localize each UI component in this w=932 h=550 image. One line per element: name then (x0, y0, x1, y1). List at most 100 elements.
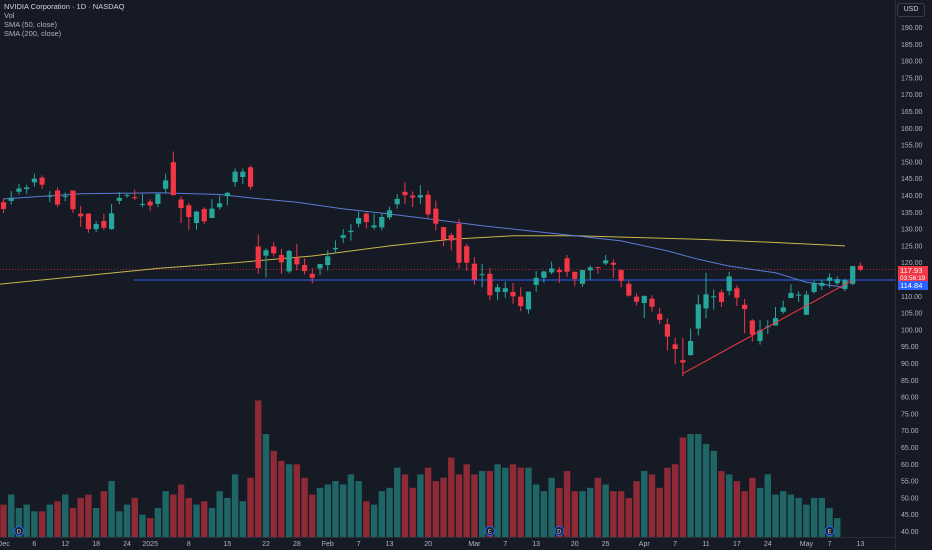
candle-body (687, 340, 694, 356)
event-marker-label: E (488, 530, 492, 536)
volume-bar (787, 494, 795, 537)
candle-body (471, 263, 478, 280)
volume-bar (548, 477, 555, 537)
y-tick-label: 90.00 (901, 361, 919, 368)
candle-body (525, 291, 532, 310)
candle-body (139, 203, 146, 205)
y-tick-label: 85.00 (901, 378, 919, 385)
legend-sma50[interactable]: SMA (50, close) (4, 20, 57, 29)
x-tick-label: 12 (61, 541, 69, 548)
volume-bar (463, 464, 470, 537)
candle-body (826, 277, 833, 281)
volume-bar (517, 467, 524, 537)
candle-body (610, 262, 616, 265)
y-tick-label: 45.00 (901, 512, 919, 519)
candle-body (618, 269, 624, 281)
candle-body (132, 197, 138, 199)
candle-body (93, 224, 99, 230)
candle-body (664, 324, 671, 337)
y-tick-label: 70.00 (901, 428, 919, 435)
candle-body (456, 223, 462, 263)
volume-bar (702, 444, 710, 537)
volume-bar (556, 487, 563, 537)
volume-bar (587, 487, 594, 537)
y-tick-label: 95.00 (901, 344, 919, 351)
candle-body (332, 247, 339, 250)
candle-body (433, 208, 439, 224)
candle-body (31, 178, 37, 183)
y-tick-label: 105.00 (901, 311, 923, 318)
volume-bar (648, 474, 656, 537)
x-tick-label: 13 (386, 541, 394, 548)
y-tick-label: 110.00 (901, 294, 922, 301)
volume-bar (478, 471, 486, 537)
candle-body (301, 265, 308, 272)
volume-bar (363, 501, 370, 537)
candle-body (711, 296, 717, 298)
y-tick-label: 175.00 (901, 75, 923, 82)
currency-button[interactable]: USD (897, 3, 925, 17)
volume-bar (339, 484, 347, 537)
candle-body (819, 282, 825, 286)
candle-body (47, 195, 53, 197)
volume-bar (563, 471, 571, 537)
chart-legend: NVIDIA Corporation · 1D · NASDAQ Vol SMA… (4, 2, 124, 38)
x-tick-label: 25 (602, 541, 610, 548)
volume-bar (625, 497, 633, 537)
volume-bar (540, 491, 548, 537)
x-tick-label: 15 (223, 541, 231, 548)
volume-bar (826, 507, 833, 537)
candle-body (718, 292, 725, 303)
candle-body (170, 162, 176, 196)
volume-bar (633, 481, 640, 537)
y-tick-label: 190.00 (901, 25, 923, 32)
y-tick-label: 125.00 (901, 243, 923, 250)
symbol-title[interactable]: NVIDIA Corporation · 1D · NASDAQ (4, 2, 125, 11)
volume-bar (316, 487, 324, 537)
event-marker (484, 526, 495, 536)
x-tick-label: 17 (733, 541, 741, 548)
candle-body (348, 230, 354, 233)
candle-body (448, 235, 454, 241)
candle-body (549, 268, 555, 273)
y-tick-label: 185.00 (901, 42, 923, 49)
y-tick-label: 160.00 (901, 126, 923, 133)
candle-body (371, 225, 377, 228)
volume-bar (224, 497, 231, 537)
x-tick-label: 11 (702, 541, 709, 548)
volume-bar (733, 481, 741, 537)
candle-body (124, 194, 130, 196)
legend-sma200[interactable]: SMA (200, close) (4, 29, 62, 38)
x-tick-label: 7 (357, 541, 361, 548)
x-tick-label: May (800, 541, 814, 548)
volume-bar (617, 491, 625, 537)
volume-bar (262, 434, 270, 537)
candle-body (186, 205, 192, 218)
volume-bar (92, 507, 100, 537)
candle-body (232, 171, 238, 183)
candle-body (317, 264, 323, 269)
volume-bar (579, 491, 586, 537)
volume-bar (494, 464, 501, 537)
x-tick-label: 2025 (142, 541, 158, 548)
candle-body (603, 260, 609, 264)
legend-volume[interactable]: Vol (4, 11, 15, 20)
candle-body (564, 258, 570, 272)
volume-bar (324, 484, 331, 537)
volume-bar (440, 477, 447, 537)
volume-bar (185, 497, 192, 537)
x-tick-label: 22 (262, 541, 270, 548)
candle-body (680, 360, 686, 363)
event-marker (554, 526, 565, 536)
candle-body (494, 287, 501, 292)
bar-countdown-tag: 03:56:19 (898, 275, 928, 283)
x-tick-label: Feb (322, 541, 334, 548)
volume-bar (355, 481, 362, 537)
volume-bar (687, 434, 694, 537)
x-tick-label: 24 (123, 541, 131, 548)
candle-body (178, 199, 184, 208)
volume-bar (62, 494, 69, 537)
volume-bar (764, 474, 771, 537)
